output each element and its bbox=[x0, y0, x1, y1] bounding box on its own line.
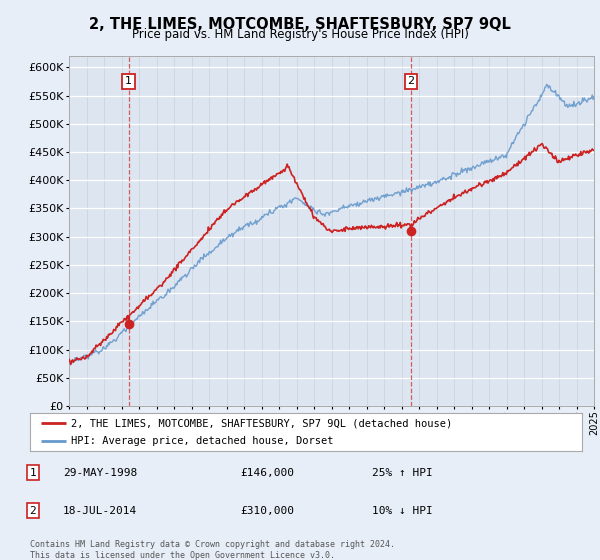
Text: £146,000: £146,000 bbox=[240, 468, 294, 478]
Text: 2: 2 bbox=[407, 76, 415, 86]
Text: 25% ↑ HPI: 25% ↑ HPI bbox=[372, 468, 433, 478]
Text: 18-JUL-2014: 18-JUL-2014 bbox=[63, 506, 137, 516]
Text: 2: 2 bbox=[29, 506, 37, 516]
Text: Contains HM Land Registry data © Crown copyright and database right 2024.
This d: Contains HM Land Registry data © Crown c… bbox=[30, 540, 395, 560]
Text: Price paid vs. HM Land Registry's House Price Index (HPI): Price paid vs. HM Land Registry's House … bbox=[131, 28, 469, 41]
Text: 29-MAY-1998: 29-MAY-1998 bbox=[63, 468, 137, 478]
Text: 2, THE LIMES, MOTCOMBE, SHAFTESBURY, SP7 9QL (detached house): 2, THE LIMES, MOTCOMBE, SHAFTESBURY, SP7… bbox=[71, 418, 452, 428]
Text: 1: 1 bbox=[125, 76, 132, 86]
Text: 10% ↓ HPI: 10% ↓ HPI bbox=[372, 506, 433, 516]
Text: 2, THE LIMES, MOTCOMBE, SHAFTESBURY, SP7 9QL: 2, THE LIMES, MOTCOMBE, SHAFTESBURY, SP7… bbox=[89, 17, 511, 32]
Text: HPI: Average price, detached house, Dorset: HPI: Average price, detached house, Dors… bbox=[71, 436, 334, 446]
Text: £310,000: £310,000 bbox=[240, 506, 294, 516]
Text: 1: 1 bbox=[29, 468, 37, 478]
